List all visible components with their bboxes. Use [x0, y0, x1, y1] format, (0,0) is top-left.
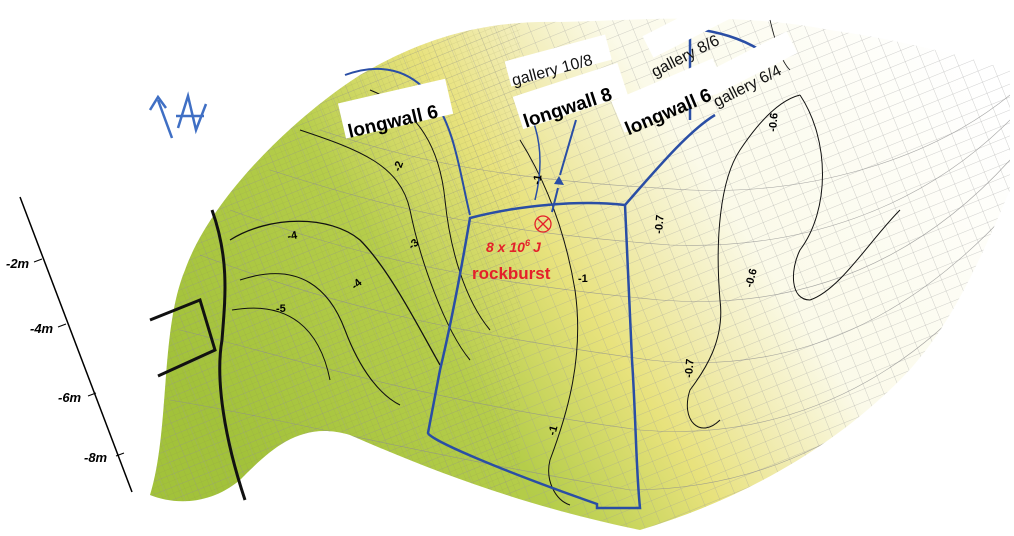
depth-tick-label: -8m: [84, 450, 108, 465]
contour-lines: [149, 19, 901, 506]
contour-line: [792, 94, 901, 301]
contour-label: -0.7: [683, 358, 697, 378]
longwall-8-label: longwall 8: [512, 62, 628, 132]
contour-label: -2: [392, 160, 407, 173]
depth-tick: [115, 452, 125, 457]
contour-label: -1: [531, 174, 545, 186]
north-arrow-icon: [148, 91, 208, 139]
gallery-6-4-line: [624, 113, 716, 206]
direction-arrow: [551, 176, 564, 213]
rockburst-energy: 8 x 106 J: [486, 238, 542, 255]
depth-tick: [57, 323, 67, 328]
depth-tick-label: -2m: [6, 256, 30, 271]
rockburst-label: rockburst: [472, 264, 551, 283]
depth-tick: [33, 258, 43, 263]
contour-line: [299, 129, 471, 361]
contour-line: [239, 273, 401, 406]
contour-line: [686, 94, 801, 429]
depth-scale: -2m -4m -6m -8m: [6, 196, 133, 493]
depth-tick: [87, 392, 97, 397]
contour-label: -0.6: [743, 267, 760, 288]
rockburst-panel-outline: [426, 201, 642, 510]
contour-label: -4: [286, 229, 299, 243]
contour-line: [231, 307, 331, 381]
contour-line: [229, 220, 441, 366]
contour-label: -0.7: [653, 214, 667, 234]
contour-line: [210, 209, 247, 501]
crossed-circle-icon: [534, 215, 552, 233]
contour-label: -0.6: [767, 112, 781, 132]
depth-tick-label: -6m: [58, 390, 82, 405]
contour-label: -1: [546, 424, 560, 437]
contour-label: -5: [276, 303, 286, 315]
contour-line: [519, 139, 579, 506]
depth-tick-label: -4m: [30, 321, 54, 336]
contour-label: -1: [578, 273, 588, 285]
contour-line: [149, 297, 217, 378]
gallery-8-6-line: [559, 119, 577, 176]
